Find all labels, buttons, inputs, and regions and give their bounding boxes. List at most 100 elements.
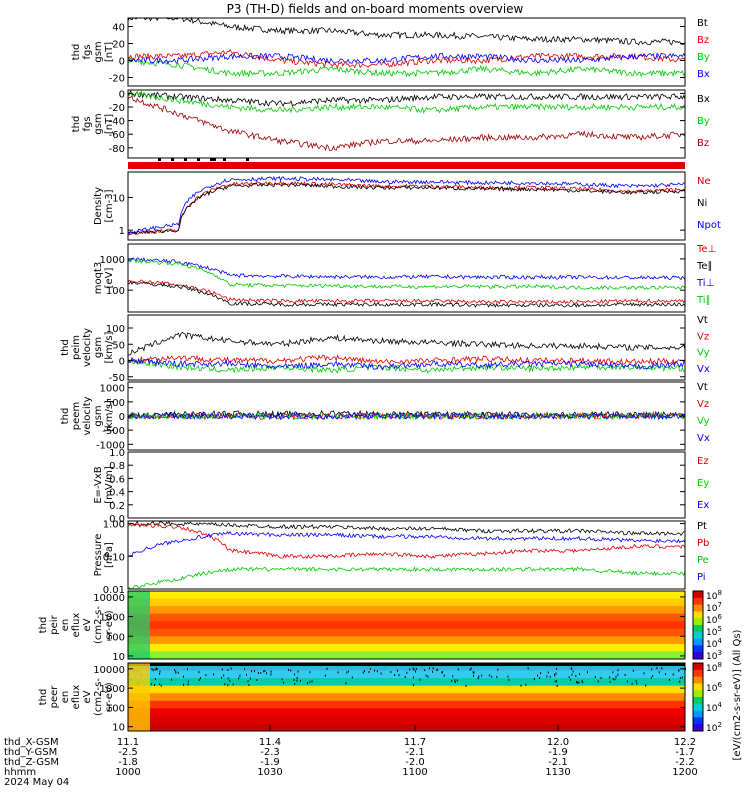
heatmap-speckle <box>652 674 654 677</box>
heatmap-speckle <box>643 672 645 675</box>
y-axis-label: moqt3 <box>93 262 104 295</box>
heatmap-speckle <box>238 677 240 680</box>
heatmap-speckle <box>553 673 555 676</box>
heatmap-speckle <box>581 680 583 683</box>
y-tick-label: 0.0 <box>109 514 125 525</box>
heatmap-speckle <box>309 680 311 683</box>
x-tick-label: 1000 <box>115 767 140 778</box>
heatmap-speckle <box>369 667 371 670</box>
mode-bar-tick <box>171 158 174 161</box>
y-axis-label: thd <box>38 617 49 634</box>
heatmap-speckle <box>600 676 602 679</box>
legend-Vt: Vt <box>697 382 708 393</box>
heatmap-speckle <box>636 682 638 685</box>
series-line-Te∥ <box>127 280 686 308</box>
colorbar-segment <box>693 611 703 619</box>
heatmap-speckle <box>232 683 234 686</box>
legend-Vx: Vx <box>697 433 710 444</box>
y-axis-label: Density <box>93 187 104 225</box>
heatmap-speckle <box>527 667 529 670</box>
x-tick-label: 11.1 <box>117 737 139 748</box>
x-row-label: 2024 May 04 <box>4 777 69 788</box>
mode-bar-tick <box>223 158 226 161</box>
series-line-Ti⊥ <box>127 256 686 281</box>
y-tick-label: 10 <box>112 723 125 734</box>
legend-Ne: Ne <box>697 176 711 187</box>
heatmap-speckle <box>227 677 229 680</box>
heatmap-speckle <box>594 676 596 679</box>
heatmap-speckle <box>615 675 617 678</box>
heatmap-speckle <box>525 683 527 686</box>
legend-Pt: Pt <box>697 521 707 532</box>
heatmap-band <box>128 621 685 630</box>
heatmap-speckle <box>481 674 483 677</box>
y-axis-label: en <box>60 619 71 632</box>
series-line-Ne <box>127 180 686 236</box>
heatmap-speckle <box>394 674 396 677</box>
x-tick-label: 12.0 <box>547 737 569 748</box>
heatmap-speckle <box>182 675 184 678</box>
heatmap-speckle <box>497 668 499 671</box>
colorbar-segment <box>693 631 703 640</box>
panel-frame <box>127 590 686 660</box>
colorbar-segment <box>693 597 703 606</box>
heatmap-speckle <box>247 680 249 683</box>
heatmap-speckle <box>554 680 556 683</box>
mode-bar-tick <box>246 158 249 161</box>
heatmap-speckle <box>221 668 223 671</box>
y-tick-label: -50 <box>109 373 125 384</box>
y-tick-label: 1000 <box>100 384 125 395</box>
series-line-Bz <box>127 48 686 69</box>
y-tick-label: 500 <box>106 398 125 409</box>
heatmap-speckle <box>533 678 535 681</box>
heatmap-speckle <box>540 672 542 675</box>
heatmap-speckle <box>614 678 616 681</box>
legend-Bx: Bx <box>697 94 710 105</box>
y-tick-label: -20 <box>109 74 125 85</box>
series-line-Bt <box>127 16 686 46</box>
panel-7: 1.0 0.8 0.6 0.4 0.2 0.0 E=-VxB [mV/m] Ez Ey Ex <box>93 448 709 525</box>
mode-bar <box>128 162 685 169</box>
heatmap-speckle <box>253 670 255 673</box>
heatmap-speckle <box>362 671 364 674</box>
y-tick-label: 10 <box>112 193 125 204</box>
series-line-Ni <box>127 182 686 236</box>
x-row-label: thd_Z-GSM <box>4 757 59 768</box>
legend-Vy: Vy <box>697 348 710 359</box>
heatmap-speckle <box>496 675 498 678</box>
y-tick-label: 50 <box>112 340 125 351</box>
heatmap-speckle <box>249 677 251 680</box>
panel-frame <box>127 243 686 313</box>
heatmap-speckle <box>454 681 456 684</box>
heatmap-speckle <box>507 675 509 678</box>
heatmap-band <box>128 715 685 724</box>
heatmap-speckle <box>187 680 189 683</box>
panel-6: 1000 500 0 -500 -1000 thd peem velocity gsm [km/s… <box>60 381 710 451</box>
heatmap-band <box>128 613 685 622</box>
y-tick-label: 1000 <box>100 255 125 266</box>
y-axis-label: eV <box>82 690 93 703</box>
y-axis-label: peem <box>71 402 82 430</box>
y-tick-label: 10000 <box>93 665 125 676</box>
heatmap-speckle <box>152 669 154 672</box>
legend-Bz: Bz <box>697 35 709 46</box>
y-axis-label: velocity <box>82 328 93 367</box>
legend-Ey: Ey <box>697 478 709 489</box>
heatmap-speckle <box>586 671 588 674</box>
x-tick-label: -2.1 <box>405 747 425 758</box>
heatmap-band <box>128 636 685 645</box>
heatmap-speckle <box>656 667 658 670</box>
heatmap-speckle <box>568 676 570 679</box>
heatmap-band <box>128 651 685 660</box>
y-axis-label: [nT] <box>104 114 115 134</box>
heatmap-speckle <box>266 672 268 675</box>
panel-3: 10 1 Density [cm-3] Ne Ni Npot <box>93 171 721 241</box>
heatmap-speckle <box>200 677 202 680</box>
y-axis-label: eflux <box>71 685 82 710</box>
heatmap-speckle <box>363 669 365 672</box>
y-tick-label: 0 <box>119 57 125 68</box>
heatmap-speckle <box>575 675 577 678</box>
heatmap-speckle <box>155 667 157 670</box>
y-axis-label: fgs <box>82 44 93 59</box>
